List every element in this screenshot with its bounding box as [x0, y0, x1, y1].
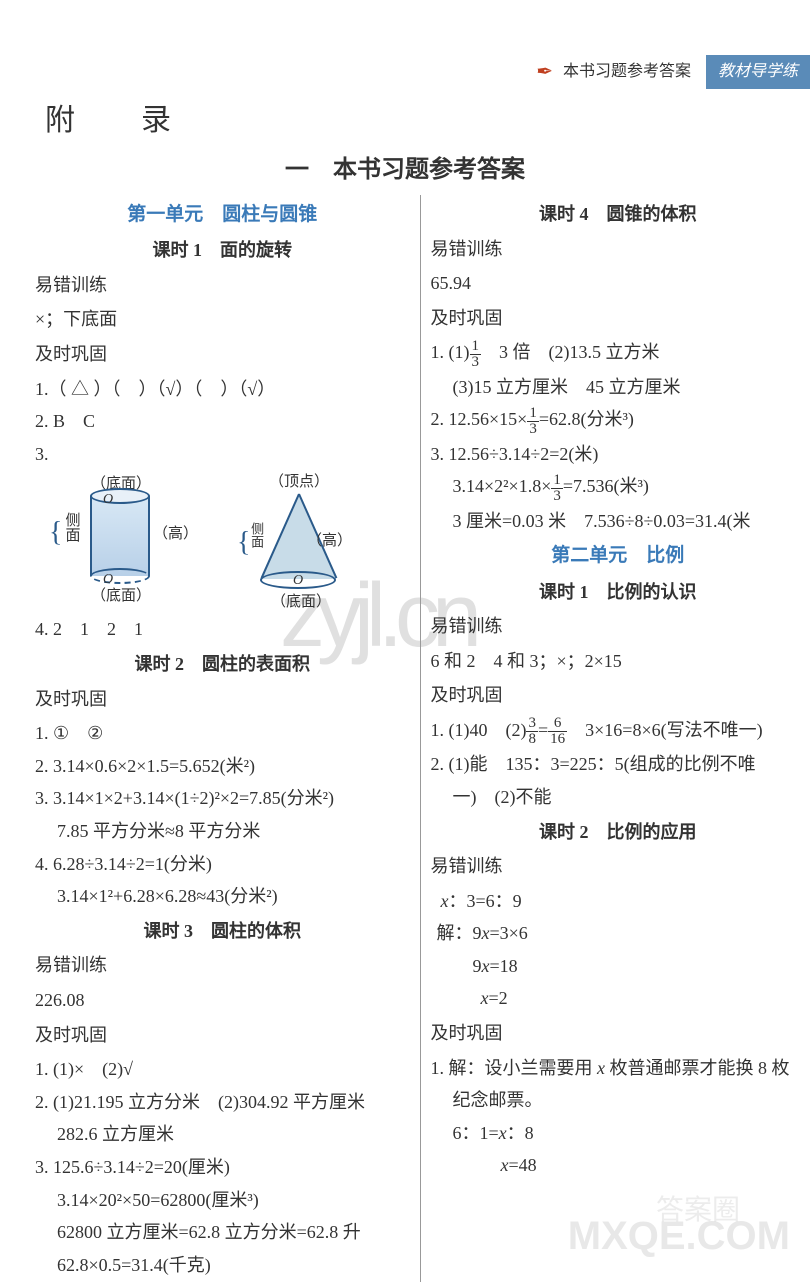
frac-q2: 13: [527, 406, 539, 437]
u2l1-yicuo-label: 易错训练: [431, 611, 806, 642]
u2l2-q1d: x=48: [431, 1150, 806, 1181]
l4-q3b-head: 3.14×2²×1.8×: [453, 476, 552, 496]
u2l2-yicuo-1: x：3=6：9: [431, 886, 806, 917]
l3-jishi: 及时巩固: [35, 1020, 410, 1051]
l2-jishi: 及时巩固: [35, 684, 410, 715]
header-subtitle: 本书习题参考答案: [563, 58, 691, 85]
watermark-bottom: MXQE.COM: [568, 1202, 790, 1270]
l1-q2: 2. B C: [35, 406, 410, 437]
cone-diagram: （顶点） { 侧面 （高） O （底面）: [225, 474, 355, 609]
frac-q3b: 13: [551, 473, 563, 504]
cylinder-diagram: （底面） { 侧面 O O （高） （底面）: [55, 474, 185, 609]
cyl-o1: O: [103, 488, 113, 512]
unit1-title: 第一单元 圆柱与圆锥: [35, 199, 410, 231]
l2-q2: 2. 3.14×0.6×2×1.5=5.652(米²): [35, 751, 410, 782]
cyl-ellipse-bottom: [90, 568, 150, 584]
content: 第一单元 圆柱与圆锥 课时 1 面的旋转 易错训练 ×；下底面 及时巩固 1.（…: [30, 195, 810, 1282]
diagram-row: （底面） { 侧面 O O （高） （底面） （顶点） {: [55, 474, 410, 609]
l4-q1a-head: 1. (1): [431, 342, 470, 362]
section-jishi: 及时巩固: [35, 339, 410, 370]
l4-jishi: 及时巩固: [431, 303, 806, 334]
l4-q1a: 1. (1)13 3 倍 (2)13.5 立方米: [431, 337, 806, 369]
lesson1-title: 课时 1 面的旋转: [35, 235, 410, 266]
header-banner: ✒ 本书习题参考答案 教材导学练: [536, 55, 810, 89]
l2-q1: 1. ① ②: [35, 718, 410, 749]
cyl-height-label: （高）: [153, 522, 198, 548]
l2-q3: 3. 3.14×1×2+3.14×(1÷2)²×2=7.85(分米²): [35, 783, 410, 814]
u2l2-q1a: 1. 解：设小兰需要用 x 枚普通邮票才能换 8 枚: [431, 1053, 806, 1084]
right-column: 课时 4 圆锥的体积 易错训练 65.94 及时巩固 1. (1)13 3 倍 …: [421, 195, 810, 1282]
u2l2-q1c: 6：1=x：8: [431, 1118, 806, 1149]
lesson4-title: 课时 4 圆锥的体积: [431, 199, 806, 230]
u2l1-q1: 1. (1)40 (2)38=616 3×16=8×6(写法不唯一): [431, 715, 806, 747]
main-title: 一 本书习题参考答案: [0, 150, 810, 191]
u2l1-q2a: 2. (1)能 135：3=225：5(组成的比例不唯: [431, 749, 806, 780]
u2-lesson2-title: 课时 2 比例的应用: [431, 817, 806, 848]
l3-q3c: 62800 立方厘米=62.8 立方分米=62.8 升: [35, 1217, 410, 1248]
u2l2-yicuo-label: 易错训练: [431, 851, 806, 882]
l3-yicuo-label: 易错训练: [35, 950, 410, 981]
lesson2-title: 课时 2 圆柱的表面积: [35, 649, 410, 680]
frac-3-8: 38: [526, 716, 538, 747]
u2l2-jishi: 及时巩固: [431, 1018, 806, 1049]
u2l1-q1-head: 1. (1)40 (2): [431, 720, 527, 740]
l1-q4: 4. 2 1 2 1: [35, 614, 410, 645]
l4-yicuo: 65.94: [431, 268, 806, 299]
u2l2-q1b: 纪念邮票。: [431, 1085, 806, 1116]
u2l1-q1-tail: 3×16=8×6(写法不唯一): [567, 720, 762, 740]
l3-q3d: 62.8×0.5=31.4(千克): [35, 1250, 410, 1281]
u2l2-yicuo-3: 9x=18: [431, 951, 806, 982]
l1-yicuo: ×；下底面: [35, 304, 410, 335]
cyl-body: [90, 496, 150, 576]
l4-q3c: 3 厘米=0.03 米 7.536÷8÷0.03=31.4(米: [431, 506, 806, 537]
header-badge: 教材导学练: [706, 55, 810, 88]
l2-q3b: 7.85 平方分米≈8 平方分米: [35, 816, 410, 847]
cyl-bottom-label: （底面）: [91, 584, 151, 610]
l2-q4b: 3.14×1²+6.28×6.28≈43(分米²): [35, 881, 410, 912]
u2l2-yicuo-2: 解：9x=3×6: [431, 918, 806, 949]
l2-q4: 4. 6.28÷3.14÷2=1(分米): [35, 849, 410, 880]
frac-1-3: 13: [470, 339, 482, 370]
cone-apex-label: （顶点）: [269, 470, 329, 496]
l3-q2: 2. (1)21.195 立方分米 (2)304.92 平方厘米: [35, 1087, 410, 1118]
l4-q3b: 3.14×2²×1.8×13=7.536(米³): [431, 471, 806, 503]
l1-q3: 3.: [35, 439, 410, 470]
u2l1-q2b: 一) (2)不能: [431, 782, 806, 813]
l3-q3b: 3.14×20²×50=62800(厘米³): [35, 1185, 410, 1216]
cone-bottom-label: （底面）: [271, 590, 331, 616]
l4-yicuo-label: 易错训练: [431, 234, 806, 265]
l4-q1a-tail: 3 倍 (2)13.5 立方米: [481, 342, 660, 362]
l3-q3: 3. 125.6÷3.14÷2=20(厘米): [35, 1152, 410, 1183]
u2l2-yicuo-4: x=2: [431, 983, 806, 1014]
l3-yicuo: 226.08: [35, 985, 410, 1016]
u2l1-jishi: 及时巩固: [431, 680, 806, 711]
u2l1-yicuo: 6 和 2 4 和 3；×；2×15: [431, 646, 806, 677]
l4-q3a: 3. 12.56÷3.14÷2=2(米): [431, 439, 806, 470]
plane-icon: ✒: [536, 55, 553, 89]
l3-q2b: 282.6 立方厘米: [35, 1119, 410, 1150]
l4-q2-tail: =62.8(分米³): [539, 409, 634, 429]
cyl-side-label: 侧面: [58, 512, 84, 542]
cone-side-label: 侧面: [245, 522, 267, 548]
frac-6-16: 616: [548, 716, 567, 747]
left-column: 第一单元 圆柱与圆锥 课时 1 面的旋转 易错训练 ×；下底面 及时巩固 1.（…: [30, 195, 421, 1282]
lesson3-title: 课时 3 圆柱的体积: [35, 916, 410, 947]
l4-q2: 2. 12.56×15×13=62.8(分米³): [431, 404, 806, 436]
l4-q1b: (3)15 立方厘米 45 立方厘米: [431, 372, 806, 403]
l4-q2-head: 2. 12.56×15×: [431, 409, 528, 429]
u2-lesson1-title: 课时 1 比例的认识: [431, 577, 806, 608]
unit2-title: 第二单元 比例: [431, 540, 806, 572]
l4-q3b-tail: =7.536(米³): [563, 476, 649, 496]
l3-q1: 1. (1)× (2)√: [35, 1054, 410, 1085]
l1-q1: 1.（ △ ）（ ）（√）（ ）（√）: [35, 374, 410, 405]
eq: =: [538, 720, 548, 740]
section-yicuo: 易错训练: [35, 270, 410, 301]
appendix-title: 附 录: [45, 95, 189, 146]
cone-height-label: （高）: [307, 529, 352, 555]
